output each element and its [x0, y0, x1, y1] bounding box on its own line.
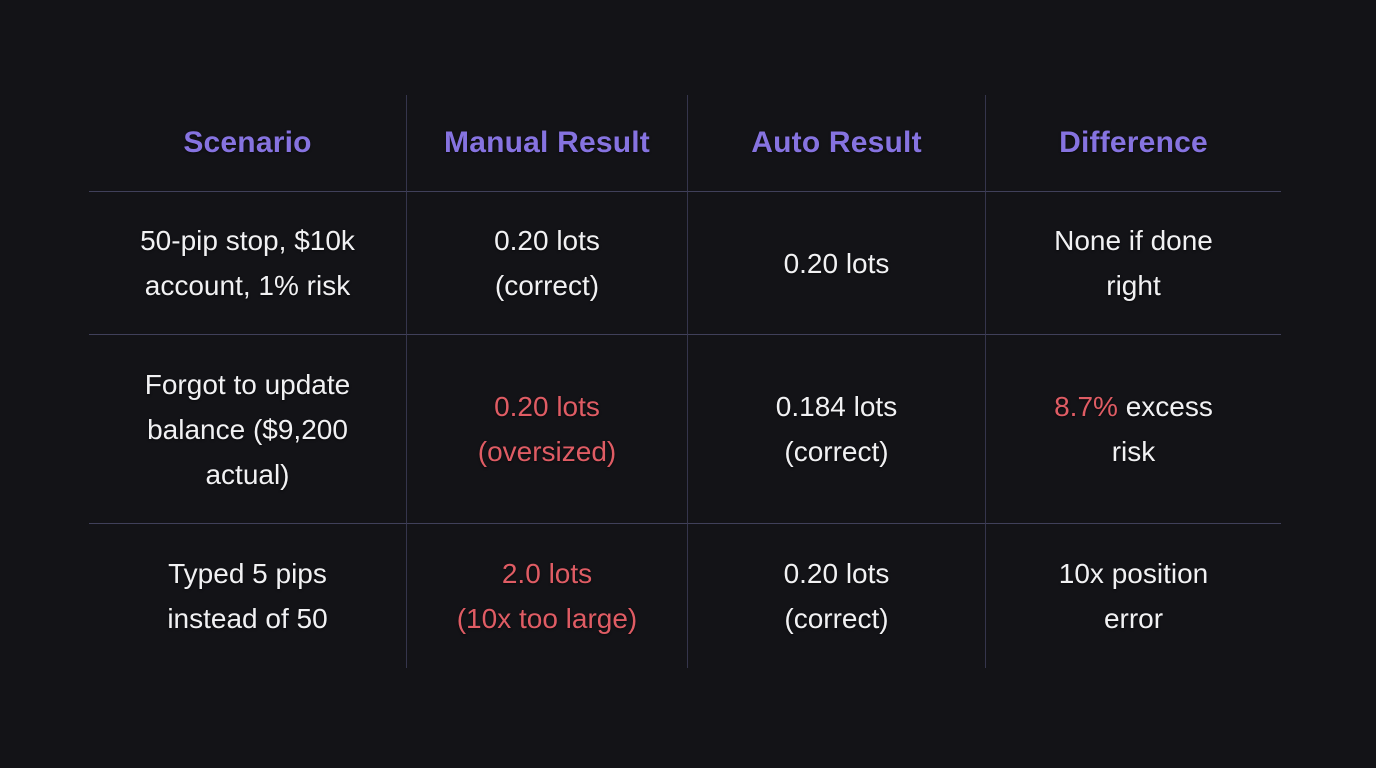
cell-line: 2.0 lots	[502, 551, 592, 596]
cell-text: 0.20 lots	[494, 391, 600, 422]
cell-text: 0.184 lots	[775, 391, 898, 422]
cell-text: 0.20 lots	[783, 247, 890, 279]
cell-text: None if done	[1054, 225, 1213, 256]
table-cell: Typed 5 pips instead of 50	[89, 524, 406, 668]
cell-line: (correct)	[495, 263, 599, 308]
cell-text: 0.20 lots	[494, 225, 600, 256]
cell-text: (10x too large)	[456, 603, 638, 634]
table-cell: 0.184 lots (correct)	[687, 335, 985, 524]
cell-text: error	[1103, 603, 1164, 634]
comparison-table: Scenario Manual Result Auto Result Differen…	[89, 95, 1281, 668]
cell-line: error	[1104, 596, 1163, 641]
column-header-manual-result: Manual Result	[406, 95, 687, 192]
cell-text: (correct)	[784, 436, 889, 467]
cell-text: excess	[1117, 391, 1213, 422]
cell-line: risk	[1112, 429, 1156, 474]
cell-line: 0.20 lots	[494, 218, 600, 263]
cell-text: right	[1106, 270, 1161, 301]
cell-line: (correct)	[784, 429, 888, 474]
table-cell: None if done right	[985, 192, 1281, 335]
cell-line: 50-pip stop, $10k	[140, 218, 355, 263]
column-header-difference: Difference	[985, 95, 1281, 192]
cell-text: Typed 5 pips	[168, 558, 327, 589]
cell-line: (10x too large)	[457, 596, 638, 641]
table-cell: 2.0 lots (10x too large)	[406, 524, 687, 668]
cell-line: 8.7% excess	[1054, 384, 1213, 429]
cell-line: Forgot to update	[145, 362, 350, 407]
cell-line: instead of 50	[167, 596, 327, 641]
cell-line: 0.20 lots	[784, 551, 890, 596]
table-cell: 8.7% excess risk	[985, 335, 1281, 524]
cell-text: 50-pip stop, $10k	[140, 225, 355, 256]
cell-text: (correct)	[784, 603, 889, 634]
table-cell: 0.20 lots	[687, 192, 985, 335]
cell-line: (correct)	[784, 596, 888, 641]
cell-line: 0.20 lots	[784, 241, 890, 286]
column-header-auto-result: Auto Result	[687, 95, 985, 192]
cell-line: 0.184 lots	[776, 384, 897, 429]
cell-text: 2.0 lots	[501, 558, 593, 589]
cell-text: 10x position	[1058, 558, 1209, 589]
cell-line: (oversized)	[478, 429, 616, 474]
cell-line: Typed 5 pips	[168, 551, 327, 596]
table-cell: 10x position error	[985, 524, 1281, 668]
cell-text: balance ($9,200	[147, 413, 348, 445]
cell-text: (correct)	[494, 270, 600, 301]
cell-text: actual)	[205, 458, 290, 490]
column-header-scenario: Scenario	[89, 95, 406, 192]
cell-line: right	[1106, 263, 1160, 308]
cell-text: Forgot to update	[144, 368, 351, 400]
table-cell: 0.20 lots (correct)	[687, 524, 985, 668]
cell-line: actual)	[205, 452, 289, 497]
cell-text: instead of 50	[167, 603, 328, 634]
table-cell: Forgot to update balance ($9,200 actual)	[89, 335, 406, 524]
cell-text: 8.7%	[1054, 391, 1118, 422]
cell-line: None if done	[1054, 218, 1213, 263]
cell-text: (oversized)	[477, 436, 617, 467]
cell-line: balance ($9,200	[147, 407, 348, 452]
cell-line: 0.20 lots	[494, 384, 600, 429]
cell-text: account, 1% risk	[144, 270, 351, 301]
table-cell: 0.20 lots (correct)	[406, 192, 687, 335]
cell-line: 10x position	[1059, 551, 1208, 596]
table-cell: 0.20 lots (oversized)	[406, 335, 687, 524]
cell-line: account, 1% risk	[145, 263, 350, 308]
table-cell: 50-pip stop, $10k account, 1% risk	[89, 192, 406, 335]
cell-text: risk	[1111, 436, 1156, 467]
cell-text: 0.20 lots	[783, 558, 890, 589]
